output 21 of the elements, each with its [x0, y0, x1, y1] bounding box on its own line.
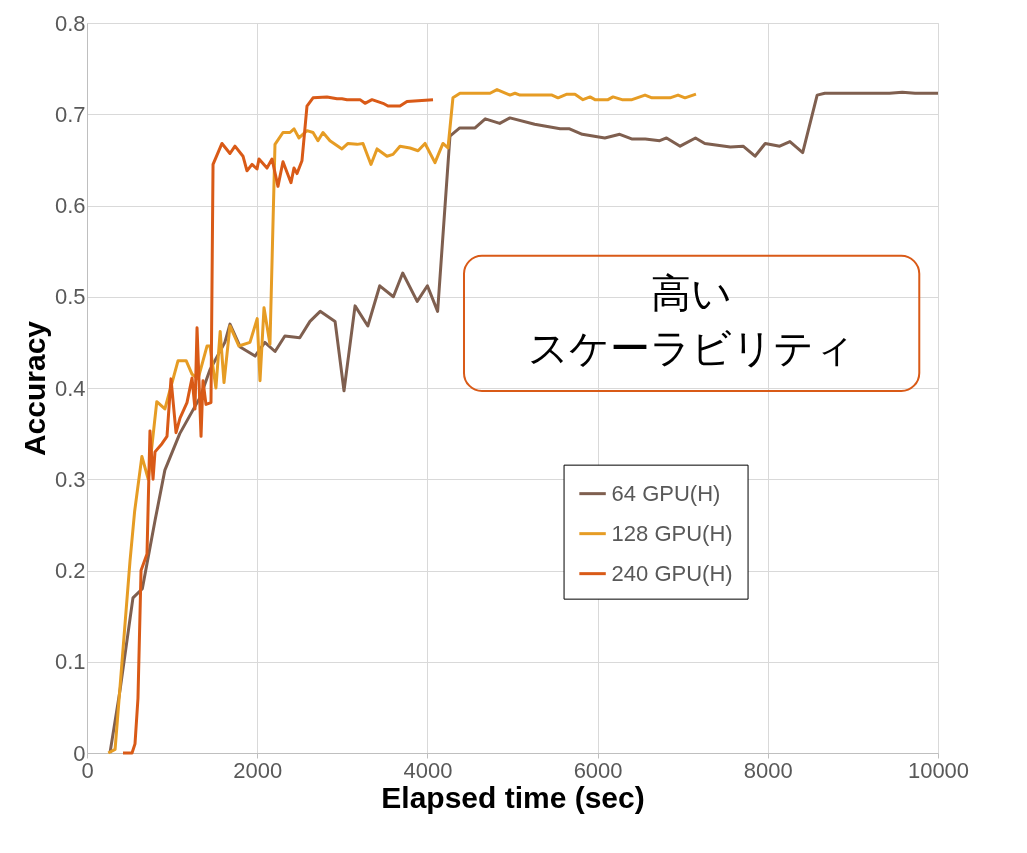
y-tick-label: 0.3	[54, 466, 86, 492]
legend-label: 240 GPU(H)	[611, 560, 733, 586]
y-tick-label: 0.8	[54, 10, 86, 36]
legend-label: 64 GPU(H)	[611, 480, 721, 506]
x-axis-title: Elapsed time (sec)	[381, 780, 645, 814]
x-tick-label: 4000	[403, 757, 453, 783]
x-tick-label: 10000	[907, 757, 970, 783]
y-tick-label: 0.1	[54, 649, 86, 675]
y-tick-label: 0.7	[54, 101, 86, 127]
y-tick-label: 0.4	[54, 375, 86, 401]
legend-label: 128 GPU(H)	[611, 520, 733, 546]
x-tick-label: 2000	[233, 757, 283, 783]
annotation: 高い	[650, 269, 732, 316]
x-tick-label: 8000	[743, 757, 793, 783]
annotation: スケーラビリティ	[527, 324, 855, 371]
y-tick-label: 0.2	[54, 558, 86, 583]
line-series	[121, 95, 435, 755]
y-tick-label: 0.6	[54, 193, 86, 218]
x-tick-label: 6000	[573, 757, 623, 783]
y-axis-title: Accuracy	[17, 320, 51, 457]
y-tick-label: 0.5	[54, 284, 86, 310]
